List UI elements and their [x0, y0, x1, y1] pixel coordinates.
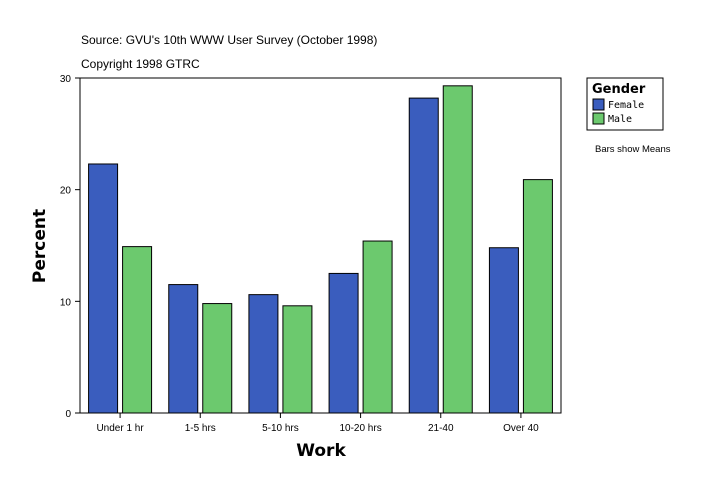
- bars-group: [88, 85, 553, 414]
- bar-female-2: [168, 284, 199, 414]
- y-axis-title: Percent: [30, 209, 50, 283]
- y-axis: 0 10 20 30: [60, 74, 80, 420]
- bar-male-4: [362, 240, 393, 414]
- x-tick-label: 1-5 hrs: [185, 423, 216, 434]
- x-axis-title: Work: [296, 441, 346, 461]
- bar-male-2: [202, 303, 233, 414]
- bar-male-5: [442, 85, 473, 414]
- bar-female-1: [88, 163, 119, 414]
- bar-female-6: [488, 247, 519, 414]
- bars-note: Bars show Means: [595, 144, 671, 155]
- plot-area: [79, 77, 562, 414]
- legend-swatch-female: [592, 98, 605, 111]
- bar-female-3: [248, 294, 279, 414]
- bar-female-5: [408, 97, 439, 414]
- legend-label-female: Female: [608, 100, 644, 111]
- x-tick-label: 10-20 hrs: [339, 423, 381, 434]
- bar-male-3: [282, 305, 313, 414]
- x-tick-label: 21-40: [428, 423, 454, 434]
- copyright-text: Copyright 1998 GTRC: [81, 57, 200, 71]
- x-axis: Under 1 hr 1-5 hrs 5-10 hrs 10-20 hrs 21-40 O…: [96, 413, 539, 434]
- legend-swatch-male: [592, 112, 605, 125]
- source-text: Source: GVU's 10th WWW User Survey (Octo…: [81, 33, 377, 47]
- bar-male-1: [122, 246, 153, 414]
- x-tick-label: 5-10 hrs: [262, 423, 299, 434]
- bar-male-6: [522, 179, 553, 414]
- legend-label-male: Male: [608, 114, 632, 125]
- x-tick-label: Under 1 hr: [96, 423, 144, 434]
- y-tick-label: 30: [60, 74, 72, 85]
- y-tick-label: 0: [65, 409, 71, 420]
- legend: Gender Female Male: [586, 77, 664, 131]
- y-tick-label: 10: [60, 297, 72, 308]
- x-tick-label: Over 40: [503, 423, 539, 434]
- legend-title: Gender: [592, 82, 646, 97]
- bar-female-4: [328, 272, 359, 414]
- y-tick-label: 20: [60, 186, 72, 197]
